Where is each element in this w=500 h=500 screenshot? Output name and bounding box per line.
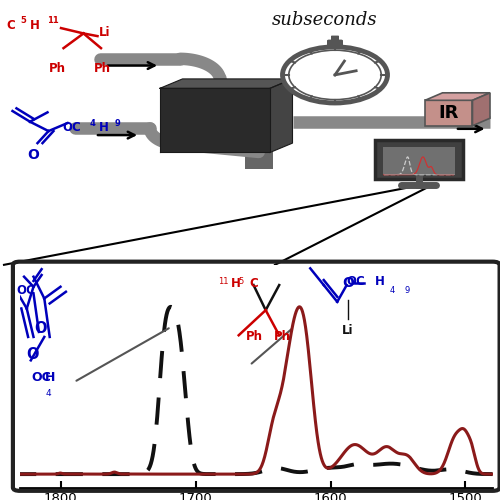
- Polygon shape: [270, 79, 292, 152]
- Text: OC: OC: [16, 284, 34, 296]
- Text: H: H: [30, 18, 40, 32]
- FancyBboxPatch shape: [245, 152, 272, 168]
- FancyBboxPatch shape: [327, 40, 343, 48]
- Text: 9: 9: [405, 286, 410, 294]
- Text: H: H: [98, 120, 108, 134]
- FancyBboxPatch shape: [331, 36, 339, 42]
- FancyBboxPatch shape: [382, 147, 455, 175]
- Text: Ph: Ph: [48, 62, 66, 74]
- Text: O: O: [26, 347, 38, 362]
- Text: Ph: Ph: [94, 62, 110, 74]
- Text: Li: Li: [98, 26, 110, 38]
- Circle shape: [282, 47, 388, 103]
- Polygon shape: [425, 93, 490, 100]
- Text: O: O: [342, 276, 354, 290]
- Polygon shape: [160, 88, 270, 152]
- Text: subseconds: subseconds: [272, 10, 378, 29]
- Text: Li: Li: [342, 324, 354, 336]
- Text: 5: 5: [238, 276, 244, 285]
- Text: OC: OC: [32, 370, 51, 384]
- Polygon shape: [425, 100, 472, 126]
- Text: C: C: [250, 276, 258, 289]
- Text: H: H: [374, 275, 384, 288]
- Polygon shape: [160, 79, 292, 88]
- Text: O: O: [28, 148, 40, 162]
- Text: Ph: Ph: [246, 330, 262, 343]
- Text: OC: OC: [347, 275, 366, 288]
- Text: H: H: [44, 370, 55, 384]
- Polygon shape: [472, 93, 490, 126]
- Text: 11: 11: [47, 16, 59, 24]
- Text: 4: 4: [390, 286, 395, 294]
- Text: Ph: Ph: [274, 330, 291, 343]
- Text: IR: IR: [438, 104, 459, 122]
- Text: 4: 4: [90, 120, 96, 128]
- Text: O: O: [34, 321, 46, 336]
- FancyBboxPatch shape: [375, 140, 462, 179]
- Text: 5: 5: [20, 16, 26, 24]
- Text: OC: OC: [62, 120, 81, 134]
- Text: 11: 11: [218, 276, 229, 285]
- Text: H: H: [230, 276, 240, 289]
- Text: 9: 9: [115, 120, 120, 128]
- Text: 4: 4: [46, 390, 51, 398]
- Text: C: C: [6, 18, 15, 32]
